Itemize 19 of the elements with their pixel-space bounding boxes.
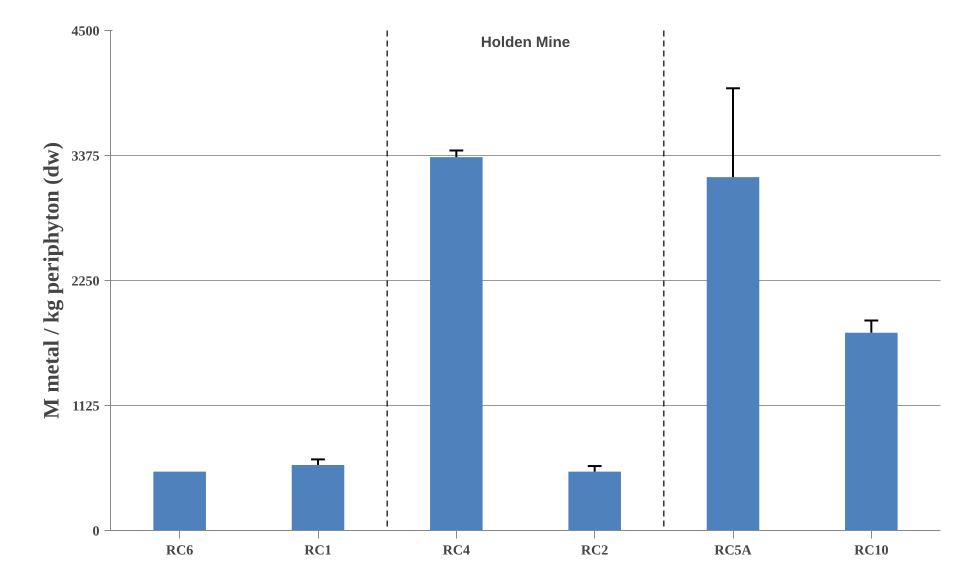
x-tick-label: RC6 [166, 544, 194, 558]
bar [568, 472, 621, 530]
bar [292, 464, 344, 530]
y-tick-label: 4500 [72, 24, 100, 40]
bar [430, 157, 483, 530]
annotation: Holden Mine [480, 34, 570, 51]
x-tick-label: RC4 [442, 544, 470, 558]
y-tick-label: 2250 [72, 274, 100, 290]
x-tick-label: RC2 [581, 544, 608, 558]
x-tick-label: RC5A [714, 544, 753, 558]
x-tick-label: RC1 [304, 544, 332, 558]
y-axis-title: M metal / kg periphyton (dw) [38, 142, 64, 419]
bar [845, 332, 898, 530]
bar [153, 472, 206, 530]
y-tick-label: 1125 [72, 400, 100, 414]
y-tick-label: 3375 [72, 150, 100, 164]
y-tick-label: 0 [92, 524, 100, 540]
x-tick-label: RC10 [854, 544, 888, 558]
bar [706, 177, 760, 530]
